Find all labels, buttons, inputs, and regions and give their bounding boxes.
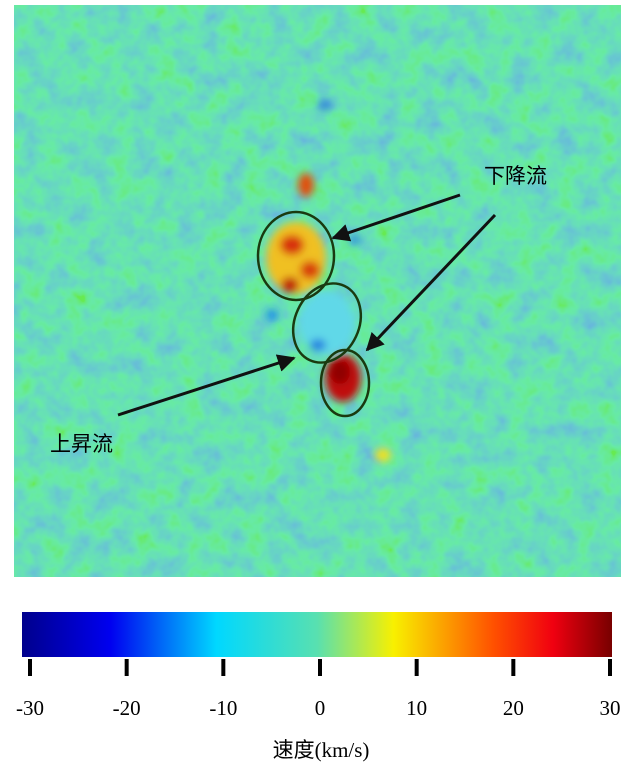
colorbar-label: 速度(km/s) [273, 738, 370, 762]
arrow [331, 193, 461, 242]
annotation: 下降流 [484, 164, 547, 188]
region-outlines [256, 210, 371, 418]
tick-label: 10 [406, 696, 427, 720]
arrows [117, 193, 497, 417]
velocity-map: 下降流 上昇流 [14, 5, 621, 577]
colorbar-ticks: -30 -20 -10 0 10 20 30 [16, 659, 621, 720]
tick-label: 20 [503, 696, 524, 720]
tick-label: -20 [113, 696, 141, 720]
outline [319, 348, 371, 418]
outline [256, 210, 336, 302]
colorbar [22, 612, 612, 657]
tick-label: -30 [16, 696, 44, 720]
outline [291, 282, 363, 364]
flow-patches [266, 100, 391, 462]
tick-label: 0 [315, 696, 326, 720]
arrow [117, 354, 296, 417]
tick-label: -10 [209, 696, 237, 720]
arrow [365, 213, 497, 352]
annotation: 上昇流 [50, 432, 113, 456]
tick-label: 30 [600, 696, 621, 720]
